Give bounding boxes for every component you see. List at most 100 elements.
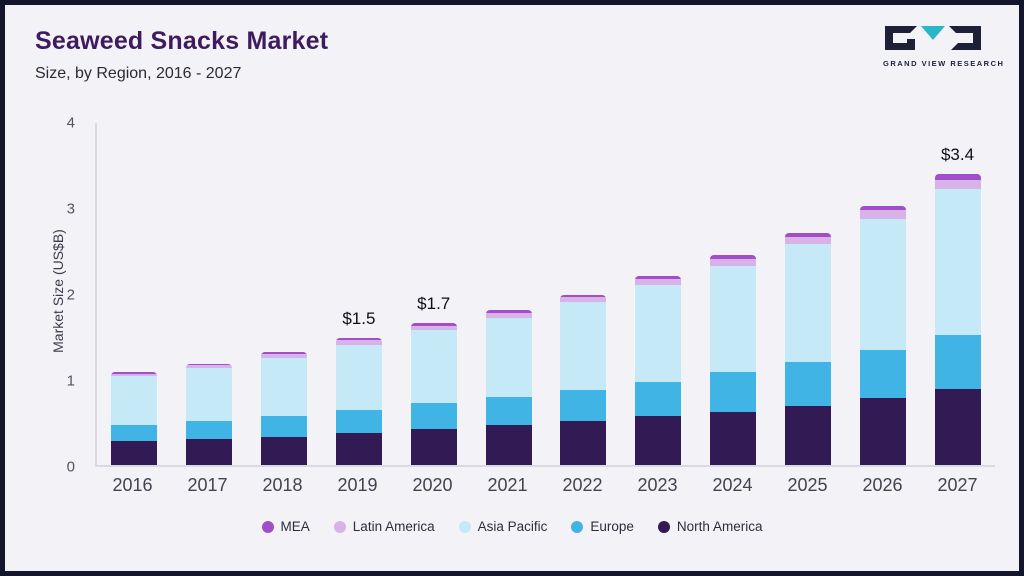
legend-item-north-america: North America (657, 519, 763, 534)
plot-area: $1.5 $1.7 $3.4 (95, 123, 995, 467)
bar-segment-asia-pacific (261, 357, 308, 416)
bar-segment-asia-pacific (560, 302, 607, 391)
bar-column (471, 123, 546, 465)
bar-column (696, 123, 771, 465)
bar-segment-latin-america (186, 365, 233, 368)
legend-label: Asia Pacific (477, 519, 548, 534)
legend-item-latin-america: Latin America (333, 519, 435, 534)
bar-segment-north-america (335, 433, 382, 465)
stacked-bar (560, 294, 607, 465)
bar-value-annotation: $3.4 (940, 145, 975, 165)
bar-segment-mea (186, 363, 233, 366)
x-tick-label: 2021 (487, 475, 528, 495)
stacked-bar (635, 275, 682, 465)
stacked-bar (111, 372, 158, 465)
x-tick-label: 2024 (712, 475, 753, 495)
stacked-bar (485, 310, 532, 465)
bar-segment-mea (784, 232, 831, 238)
y-tick-label: 4 (66, 114, 75, 132)
bar-segment-north-america (635, 415, 682, 465)
bar-segment-north-america (710, 411, 757, 465)
bar-segment-asia-pacific (335, 344, 382, 410)
bar-segment-europe (111, 425, 158, 441)
bar-segment-latin-america (485, 312, 532, 318)
y-tick-label: 3 (66, 200, 75, 218)
chart-subtitle: Size, by Region, 2016 - 2027 (35, 65, 242, 82)
bar-segment-latin-america (560, 297, 607, 303)
bar-segment-europe (635, 381, 682, 416)
x-tick-label: 2023 (637, 475, 678, 495)
logo-text: GRAND VIEW RESEARCH (883, 59, 1005, 68)
x-tick-label: 2025 (787, 475, 828, 495)
stacked-bar (710, 255, 757, 465)
x-tick-label: 2020 (412, 475, 453, 495)
bar-segment-north-america (859, 397, 906, 465)
bar-segment-asia-pacific (111, 376, 158, 426)
bar-column (172, 123, 247, 465)
stacked-bar (261, 352, 308, 465)
bar-segment-asia-pacific (485, 317, 532, 398)
x-tick-label: 2026 (862, 475, 903, 495)
bar-segment-asia-pacific (635, 285, 682, 382)
logo-mark-icon (885, 26, 981, 50)
bar-segment-latin-america (410, 325, 457, 330)
legend-dot-icon (333, 520, 346, 533)
stacked-bar (410, 323, 457, 465)
bar-segment-europe (560, 390, 607, 422)
bar-segment-mea (710, 255, 757, 259)
bar-segment-north-america (410, 428, 457, 465)
bar-value-annotation: $1.7 (417, 294, 451, 314)
x-tick-label: 2016 (112, 475, 153, 495)
bar-segment-asia-pacific (784, 244, 831, 362)
legend-item-asia-pacific: Asia Pacific (458, 519, 548, 534)
legend-label: MEA (280, 519, 310, 534)
bar-segment-mea (485, 310, 532, 313)
bar-segment-europe (186, 421, 233, 440)
bar-segment-north-america (186, 439, 233, 465)
bar-segment-europe (485, 397, 532, 426)
bar-segment-europe (710, 372, 757, 412)
bar-segment-latin-america (335, 340, 382, 345)
bar-segment-europe (934, 335, 981, 390)
bar-segment-north-america (111, 440, 158, 465)
bar-segment-mea (934, 174, 981, 180)
bar-segment-north-america (560, 421, 607, 465)
legend-label: North America (676, 519, 763, 534)
x-tick-label: 2018 (262, 475, 303, 495)
bar-value-annotation: $1.5 (342, 308, 376, 328)
bar-segment-north-america (261, 436, 308, 465)
legend-item-europe: Europe (571, 519, 634, 534)
x-tick-label: 2019 (337, 475, 378, 495)
stacked-bar (784, 232, 831, 465)
bar-segment-north-america (934, 389, 981, 465)
legend-dot-icon (571, 520, 584, 533)
y-tick-label: 1 (66, 372, 75, 390)
bar-segment-latin-america (111, 373, 158, 377)
y-axis-ticks: 0 1 2 3 4 (51, 115, 85, 476)
bar-segment-mea (335, 337, 382, 341)
bar-column: $3.4 (920, 123, 995, 465)
legend-dot-icon (458, 520, 471, 533)
bar-segment-latin-america (710, 258, 757, 266)
bar-segment-latin-america (784, 237, 831, 244)
bar-segment-asia-pacific (410, 330, 457, 404)
x-tick-label: 2022 (562, 475, 603, 495)
bar-segment-latin-america (261, 354, 308, 358)
bar-segment-mea (111, 372, 158, 374)
bar-segment-asia-pacific (186, 367, 233, 422)
bar-segment-europe (859, 349, 906, 398)
bar-column (546, 123, 621, 465)
grand-view-research-logo: GRAND VIEW RESEARCH (883, 25, 1005, 68)
legend-dot-icon (657, 520, 670, 533)
bar-segment-europe (410, 403, 457, 429)
bar-column (621, 123, 696, 465)
bar-column (770, 123, 845, 465)
bar-segment-asia-pacific (710, 265, 757, 373)
bar-segment-mea (859, 206, 906, 211)
legend-label: Europe (590, 519, 634, 534)
stacked-bar (859, 206, 906, 465)
chart-header: Seaweed Snacks Market Size, by Region, 2… (35, 27, 328, 83)
stacked-bar (934, 174, 981, 465)
legend: MEA Latin America Asia Pacific Europe North … (5, 519, 1019, 534)
bar-segment-europe (335, 409, 382, 434)
